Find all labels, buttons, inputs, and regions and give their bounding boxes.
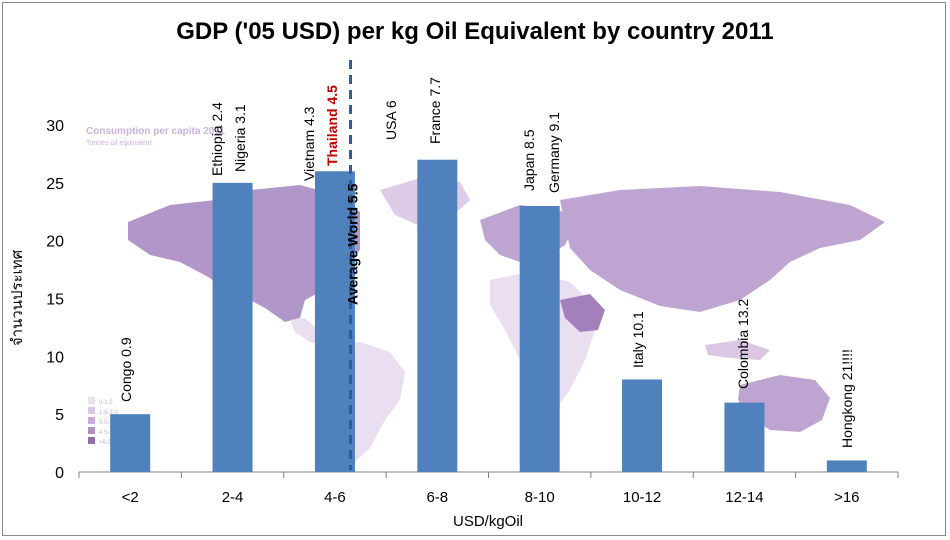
country-annotation: Colombia 13.2 xyxy=(735,299,751,389)
bar xyxy=(519,205,560,472)
map-indonesia xyxy=(705,340,770,360)
map-legend-label: 4.5-6.0 xyxy=(99,430,118,436)
country-annotations: Congo 0.9 Ethiopia 2.4 Nigeria 3.1 Vietnam … xyxy=(118,77,855,448)
map-legend-label: >6.0 xyxy=(99,440,112,446)
y-tick-label: 5 xyxy=(55,407,64,424)
country-annotation: Nigeria 3.1 xyxy=(232,104,248,172)
y-tick-label: 25 xyxy=(46,176,64,193)
country-annotation: Hongkong 21!!!! xyxy=(839,349,855,448)
bar-series xyxy=(110,159,867,473)
x-axis-title: USD/kgOil xyxy=(453,513,523,530)
y-tick-label: 0 xyxy=(55,465,64,482)
average-line-label: Average World 5.5 xyxy=(345,183,361,305)
y-tick-label: 20 xyxy=(46,234,64,251)
country-annotation: Ethiopia 2.4 xyxy=(209,102,225,176)
map-legend: 0-1.5 1.5-3.0 3.0-4.5 4.5-6.0 >6.0 xyxy=(88,397,118,446)
country-annotation: Germany 9.1 xyxy=(546,112,562,193)
map-legend-label: 0-1.5 xyxy=(99,400,113,406)
map-legend-swatch xyxy=(88,437,95,444)
map-legend-label: 1.5-3.0 xyxy=(99,410,118,416)
x-tick-label: 12-14 xyxy=(725,489,763,506)
y-axis-title: จำนวนประเทศ xyxy=(9,249,26,346)
country-annotation: Congo 0.9 xyxy=(118,337,134,402)
world-map-background: Consumption per capita 2011 Tonnes oil e… xyxy=(86,126,885,462)
map-russia-asia xyxy=(560,186,885,312)
country-annotation: USA 6 xyxy=(383,100,399,140)
y-tick-label: 30 xyxy=(46,118,64,135)
country-annotation: Italy 10.1 xyxy=(630,311,646,368)
map-title: Consumption per capita 2011 xyxy=(86,126,225,137)
map-legend-label: 3.0-4.5 xyxy=(99,420,118,426)
bar xyxy=(826,460,867,472)
x-tick-label: >16 xyxy=(834,489,859,506)
y-axis: 0 5 10 15 20 25 30 xyxy=(46,118,64,482)
bar xyxy=(417,159,458,472)
x-tick-label: 8-10 xyxy=(525,489,555,506)
map-legend-swatch xyxy=(88,397,95,404)
country-annotation: Thailand 4.5 xyxy=(324,85,340,166)
map-subtitle: Tonnes oil equivalent xyxy=(86,140,151,147)
x-tick-label: 4-6 xyxy=(324,489,346,506)
x-tick-label: <2 xyxy=(122,489,139,506)
x-tick-label: 10-12 xyxy=(623,489,661,506)
map-middle-east xyxy=(560,294,605,332)
bar xyxy=(212,182,253,473)
y-tick-label: 15 xyxy=(46,292,64,309)
map-legend-swatch xyxy=(88,417,95,424)
chart-title: GDP ('05 USD) per kg Oil Equivalent by c… xyxy=(176,18,774,45)
bar xyxy=(314,171,355,472)
map-legend-swatch xyxy=(88,407,95,414)
bar xyxy=(622,379,663,472)
x-tick-label: 2-4 xyxy=(222,489,244,506)
bar xyxy=(110,414,151,472)
country-annotation: France 7.7 xyxy=(427,77,443,144)
x-tick-label: 6-8 xyxy=(426,489,448,506)
bar xyxy=(724,402,765,472)
country-annotation: Vietnam 4.3 xyxy=(301,106,317,181)
map-legend-swatch xyxy=(88,427,95,434)
country-annotation: Japan 8.5 xyxy=(521,129,537,191)
y-tick-label: 10 xyxy=(46,349,64,366)
x-axis: <2 2-4 4-6 6-8 8-10 10-12 12-14 >16 xyxy=(78,472,899,506)
